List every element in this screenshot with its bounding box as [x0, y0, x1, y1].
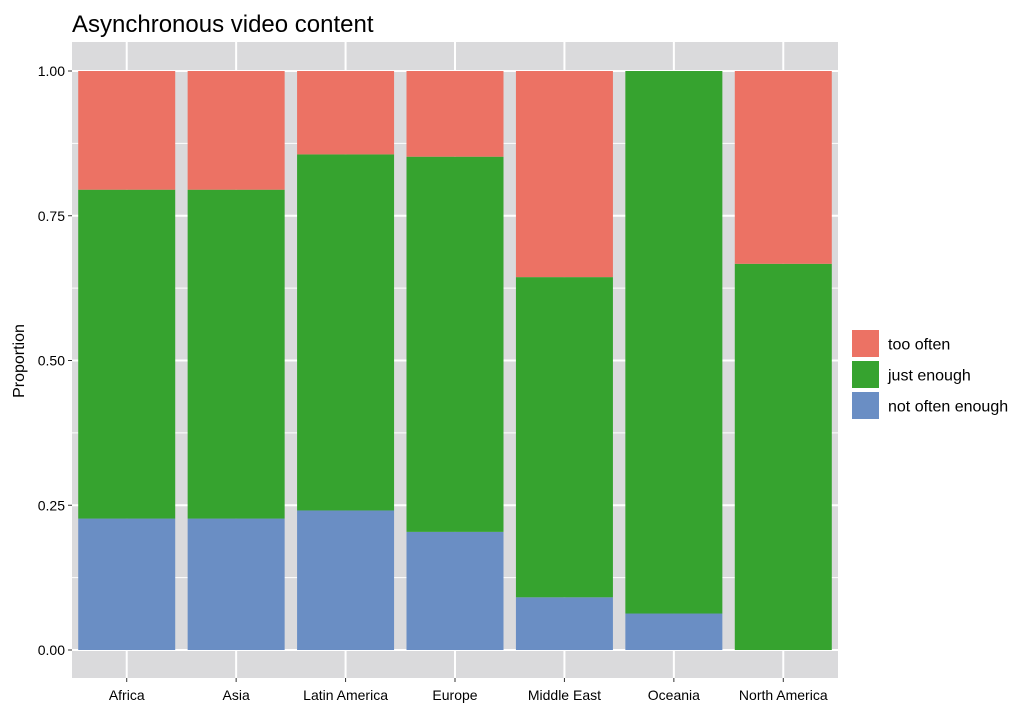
bar-europe-just-enough	[406, 156, 504, 532]
x-tick-label: Africa	[109, 687, 145, 703]
legend-label-too-often: too often	[888, 337, 950, 354]
bar-europe-too-often	[406, 71, 504, 157]
legend-key-just-enough	[852, 361, 879, 388]
y-tick-label: 1.00	[38, 63, 65, 79]
bar-latin-america-too-often	[297, 71, 395, 155]
bar-north-america-just-enough	[734, 263, 832, 650]
x-tick-label: North America	[739, 687, 828, 703]
bar-oceania-just-enough	[625, 71, 723, 614]
bar-asia-too-often	[187, 71, 285, 190]
x-tick-label: Latin America	[303, 687, 388, 703]
y-tick-label: 0.00	[38, 642, 65, 658]
bar-latin-america-not-often-enough	[297, 510, 395, 650]
bar-africa-not-often-enough	[78, 518, 176, 650]
y-axis: 0.00 0.25 0.50 0.75 1.00	[38, 63, 72, 658]
chart-title: Asynchronous video content	[72, 11, 374, 38]
bar-africa-too-often	[78, 71, 176, 190]
legend: too often just enough not often enough	[852, 330, 1008, 419]
y-tick-label: 0.75	[38, 208, 65, 224]
bar-middle-east-just-enough	[515, 277, 613, 598]
bar-north-america-too-often	[734, 71, 832, 264]
bar-middle-east-not-often-enough	[515, 597, 613, 650]
bar-middle-east-too-often	[515, 71, 613, 278]
bar-africa-just-enough	[78, 189, 176, 519]
bar-europe-not-often-enough	[406, 531, 504, 650]
x-axis: Africa Asia Latin America Europe Middle East…	[109, 678, 828, 703]
x-tick-label: Asia	[223, 687, 250, 703]
y-axis-label: Proportion	[11, 324, 28, 398]
legend-key-not-often-enough	[852, 392, 879, 419]
legend-key-too-often	[852, 330, 879, 357]
x-tick-label: Middle East	[528, 687, 601, 703]
bar-asia-not-often-enough	[187, 518, 285, 650]
bar-latin-america-just-enough	[297, 154, 395, 511]
bar-asia-just-enough	[187, 189, 285, 519]
bars	[78, 71, 832, 650]
y-tick-label: 0.25	[38, 497, 65, 513]
legend-label-just-enough: just enough	[887, 368, 971, 385]
bar-oceania-not-often-enough	[625, 613, 723, 650]
x-tick-label: Oceania	[648, 687, 700, 703]
y-tick-label: 0.50	[38, 353, 65, 369]
legend-label-not-often-enough: not often enough	[888, 399, 1008, 416]
x-tick-label: Europe	[432, 687, 477, 703]
